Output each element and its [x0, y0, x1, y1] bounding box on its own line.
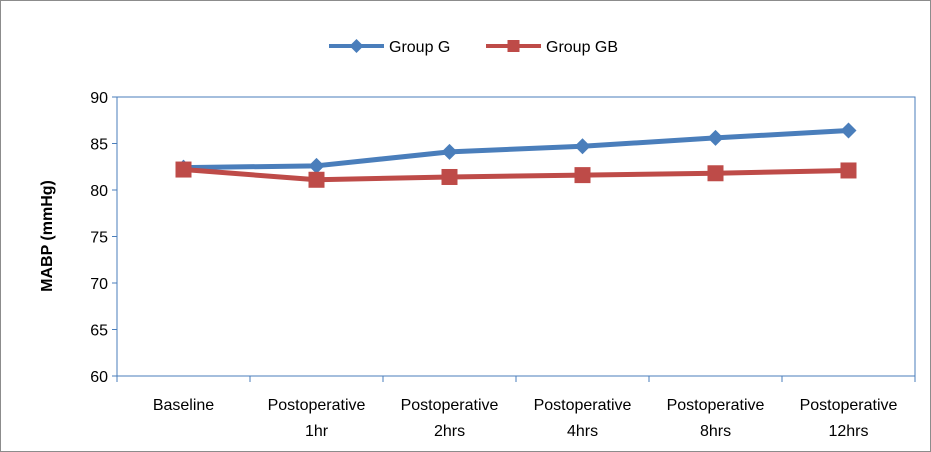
- x-tick-label: 12hrs: [828, 423, 868, 440]
- legend: Group G Group GB: [329, 39, 618, 56]
- series-line-group-g: [183, 127, 849, 171]
- legend-item-group-gb: Group GB: [486, 39, 618, 56]
- x-tick-label: Postoperative: [268, 397, 366, 414]
- legend-marker-group-g: [349, 39, 364, 53]
- y-tick-label: 75: [90, 230, 108, 247]
- x-tick-label: Baseline: [153, 397, 214, 414]
- y-tick-label: 85: [90, 137, 108, 154]
- data-point-group-g: [840, 122, 857, 139]
- x-tick-label: 4hrs: [567, 423, 598, 440]
- x-tick-label: Postoperative: [401, 397, 499, 414]
- data-point-group-g: [308, 157, 325, 174]
- legend-marker-group-gb: [507, 40, 520, 52]
- x-axis: Baseline Postoperative 1hr Postoperative 2hr…: [116, 376, 916, 440]
- x-tick-label: Postoperative: [534, 397, 632, 414]
- x-tick-label: Postoperative: [800, 397, 898, 414]
- x-tick-label: 1hr: [305, 423, 329, 440]
- x-tick-label: 8hrs: [700, 423, 731, 440]
- x-tick-label: 2hrs: [434, 423, 465, 440]
- y-tick-label: 70: [90, 276, 108, 293]
- data-point-group-gb: [308, 171, 325, 188]
- y-tick-label: 80: [90, 183, 108, 200]
- data-point-group-g: [707, 129, 724, 146]
- data-point-group-gb: [175, 161, 192, 178]
- y-tick-label: 65: [90, 323, 108, 340]
- y-axis-label: MABP (mmHg): [39, 180, 56, 292]
- legend-label-group-g: Group G: [389, 39, 450, 56]
- series-line-group-gb: [183, 167, 849, 183]
- legend-item-group-g: Group G: [329, 39, 450, 56]
- series-layer: [175, 122, 857, 188]
- data-point-group-gb: [441, 168, 458, 185]
- y-tick-label: 90: [90, 90, 108, 107]
- data-point-group-gb: [574, 167, 591, 184]
- data-point-group-g: [574, 138, 591, 155]
- legend-label-group-gb: Group GB: [546, 39, 618, 56]
- data-point-group-g: [441, 143, 458, 160]
- y-axis: 60 65 70 75 80 85 90: [90, 90, 117, 386]
- data-point-group-gb: [840, 162, 857, 179]
- data-point-group-gb: [707, 165, 724, 182]
- series-group-gb: [175, 161, 857, 188]
- x-tick-label: Postoperative: [667, 397, 765, 414]
- y-tick-label: 60: [90, 369, 108, 386]
